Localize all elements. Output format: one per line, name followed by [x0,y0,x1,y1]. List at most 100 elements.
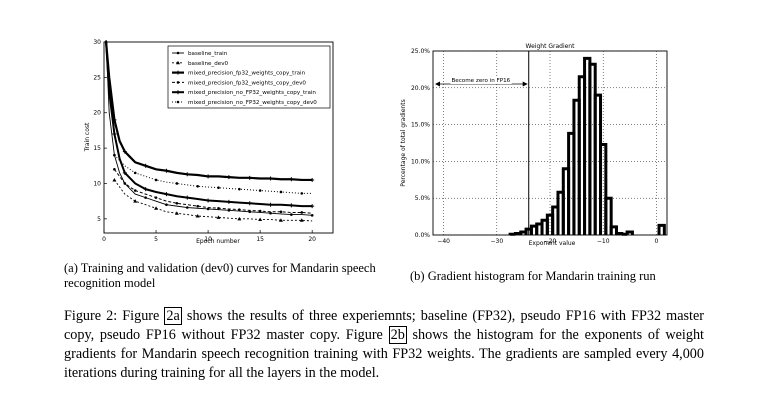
data-point [185,195,190,200]
histogram-bin [657,223,666,235]
data-point [133,171,137,175]
data-point [269,211,272,215]
data-point [289,177,294,182]
figure-ref-2a-link[interactable]: 2a [164,307,182,325]
annotation-label: Become zero in FP16 [451,78,510,84]
series-mixed_precision_no_FP32_weights_copy_dev0 [113,153,313,195]
data-point [196,185,199,188]
y-tick-label-b: 25.0% [411,48,430,55]
data-point [258,209,262,213]
series-baseline_dev0 [112,177,313,222]
figure-ref-2b-link[interactable]: 2b [388,326,407,344]
x-tick-label-b: −10 [597,238,610,245]
x-axis-label-b: Exponent value [529,240,576,247]
data-point [122,149,127,154]
data-point [238,187,241,191]
data-point [154,178,158,182]
data-point [174,211,179,215]
data-point [226,199,231,204]
data-point [290,213,293,216]
data-point [310,204,315,209]
y-axis-label-a: Train cost [84,122,91,152]
data-point [237,216,242,221]
data-point [217,206,220,210]
data-point [247,201,252,206]
data-point [196,204,199,208]
x-tick-label-a: 10 [204,236,212,243]
y-axis-label-b: Percentage of total gradients [400,99,407,186]
legend-item: baseline_dev0 [172,60,229,67]
data-point [279,210,283,214]
legend-marker [176,60,180,65]
data-point [175,201,179,205]
data-point [133,189,137,192]
x-tick-label-b: −40 [437,238,450,245]
data-point [113,168,116,171]
data-point [300,192,304,195]
data-point [248,210,252,214]
data-point [112,131,117,136]
data-point [113,153,116,157]
legend-label: mixed_precision_no_FP32_weights_copy_tra… [188,90,316,96]
y-tick-label-a: 25 [93,74,101,81]
series-line [105,41,313,208]
caption-text-1: Figure 2: Figure [64,308,165,324]
data-point [165,203,168,207]
legend-marker [176,100,180,104]
legend-box-a [167,45,331,109]
series-mixed_precision_no_FP32_weights_copy_train [104,40,315,209]
y-tick-label-b: 20.0% [411,85,430,92]
y-tick-label-b: 10.0% [411,158,430,165]
data-point [216,215,221,219]
data-point [144,196,147,199]
y-tick-label-b: 0.0% [415,232,431,239]
data-point [195,214,200,218]
x-tick-label-a: 20 [308,236,316,243]
data-point [226,175,231,180]
series-line [105,41,313,216]
data-point [310,177,315,182]
y-tick-label-b: 5.0% [415,195,431,202]
data-point [164,168,169,173]
data-point [143,187,148,192]
data-point [289,203,294,208]
data-point [154,196,158,199]
data-point [133,199,138,203]
x-tick-label-a: 0 [102,236,106,243]
chart-title-b: Weight Gradient [526,43,576,50]
data-point [122,170,127,175]
data-point [175,182,179,185]
data-point [185,206,189,209]
legend-item: mixed_precision_fp32_weights_copy_dev0 [172,80,306,86]
legend-marker [176,81,180,84]
data-point [164,192,169,197]
series-baseline_train [104,40,314,217]
annotation-label-bg [450,78,512,84]
series-line [104,41,313,182]
data-point [299,218,304,222]
subcaption-a: (a) Training and validation (dev0) curve… [64,261,376,290]
histogram-bin [599,142,608,235]
legend-label: baseline_dev0 [188,61,229,67]
histogram-bin [625,230,634,235]
legend-label: mixed_precision_fp32_weights_copy_dev0 [188,80,306,86]
legend-a: baseline_train baseline_dev0 mixed_precisi… [167,45,331,109]
data-point [206,174,211,179]
caption-text-2: shows the results of three experiemnts; … [64,308,705,343]
data-point [268,176,273,181]
x-tick-label-a: 5 [154,236,158,243]
x-axis-label-a: Epoch number [196,238,240,245]
legend-label: mixed_precision_fp32_weights_copy_train [188,71,306,77]
data-point [185,172,190,177]
data-point [238,208,241,211]
data-point [300,211,304,214]
x-tick-label-b: −20 [544,238,557,245]
data-point [112,177,117,182]
legend-marker [176,70,180,75]
data-point [143,163,148,168]
data-point [258,217,263,222]
y-tick-label-a: 30 [93,39,101,46]
y-tick-label-a: 20 [93,110,101,117]
data-point [206,198,211,203]
legend-label: baseline_train [188,51,228,57]
